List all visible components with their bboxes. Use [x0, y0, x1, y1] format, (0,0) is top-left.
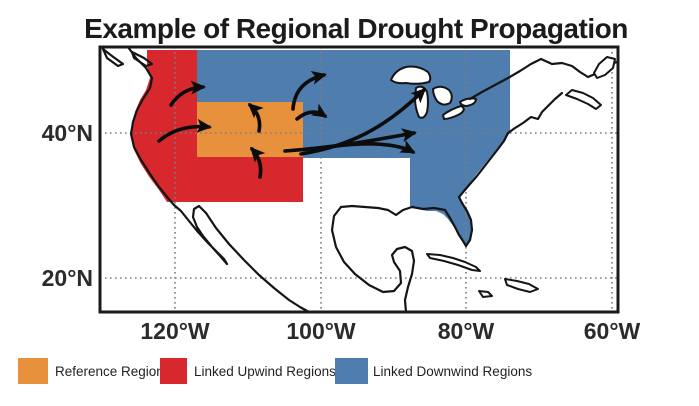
- coastline-layer: [101, 45, 619, 314]
- lat-tick-20n: 20°N: [42, 265, 93, 291]
- island-nova-scotia: [565, 89, 602, 110]
- legend-swatch-reference: [18, 358, 48, 384]
- arrow-northwest-short: [169, 80, 206, 107]
- map-border: [98, 45, 620, 314]
- arrow-south-into-reference: [249, 146, 266, 179]
- island-layer: [426, 56, 616, 298]
- coast-bc-blob: [130, 50, 154, 68]
- lon-tick-120w: 120°W: [140, 318, 210, 344]
- arrow-reference-up: [247, 102, 264, 133]
- lon-tick-100w: 100°W: [286, 318, 356, 344]
- lake-layer: [390, 65, 477, 120]
- lake-huron: [432, 85, 453, 106]
- legend-swatch-upwind: [160, 358, 187, 384]
- legend: Reference Region Linked Upwind Regions L…: [18, 358, 532, 384]
- arrow-long-southeast: [327, 140, 416, 154]
- lake-superior: [390, 65, 432, 85]
- island-newfoundland: [593, 56, 616, 79]
- linked-downwind-region: [197, 50, 510, 246]
- arrow-west-into-reference: [157, 118, 212, 143]
- coast-us-gulf-atlantic: [339, 91, 564, 248]
- arrow-long-northeast: [299, 87, 427, 156]
- island-cuba: [426, 253, 481, 272]
- lon-tick-60w: 60°W: [584, 318, 641, 344]
- coast-bc-inlet: [101, 47, 125, 68]
- coast-gulf-yucatan: [330, 205, 416, 314]
- propagation-arrow-layer: [157, 71, 427, 179]
- reference-region: [197, 102, 303, 157]
- arrow-northeast-short: [291, 71, 327, 111]
- legend-label-reference: Reference Region: [55, 364, 164, 379]
- island-hispaniola: [504, 278, 539, 293]
- lake-ontario: [459, 97, 477, 107]
- legend-label-downwind: Linked Downwind Regions: [373, 364, 532, 379]
- lon-tick-80w: 80°W: [438, 318, 495, 344]
- figure-title: Example of Regional Drought Propagation: [84, 13, 628, 44]
- coast-pacific-mexico: [126, 45, 311, 314]
- lat-tick-40n: 40°N: [42, 120, 93, 146]
- arrow-east-short: [295, 103, 328, 121]
- island-jamaica: [478, 290, 493, 298]
- legend-label-upwind: Linked Upwind Regions: [194, 364, 336, 379]
- legend-swatch-downwind: [335, 358, 368, 384]
- lake-erie: [442, 105, 465, 120]
